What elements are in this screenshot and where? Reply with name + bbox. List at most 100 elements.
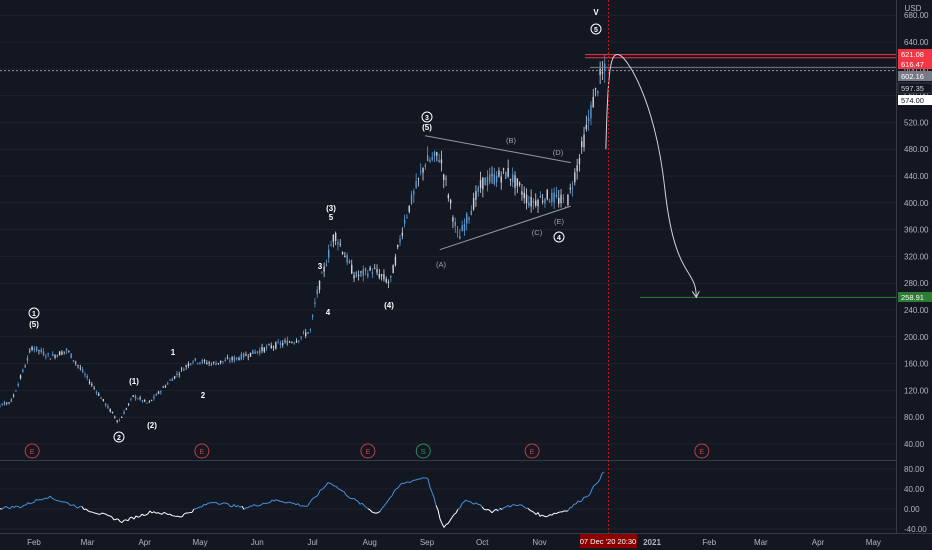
indicator-line-segment — [397, 484, 401, 489]
indicator-line-segment — [37, 499, 41, 501]
event-marker-icon[interactable] — [360, 443, 376, 459]
price-candle-body — [328, 249, 330, 258]
price-candle-body — [164, 385, 167, 388]
price-candle-body — [272, 346, 275, 348]
wave-label: (2) — [147, 421, 157, 430]
price-candle-body — [125, 408, 128, 410]
indicator-line-segment — [183, 512, 187, 515]
indicator-line-segment — [335, 485, 339, 489]
indicator-line-segment — [375, 512, 379, 514]
event-marker-icon[interactable] — [524, 443, 540, 459]
indicator-line-segment — [177, 515, 181, 518]
indicator-line-segment — [575, 500, 579, 505]
indicator-line-segment — [29, 502, 33, 505]
indicator-line-segment — [431, 492, 435, 498]
price-candle-body — [123, 411, 125, 415]
price-candle-body — [210, 363, 213, 366]
price-candle-body — [275, 342, 277, 349]
indicator-line-segment — [143, 514, 147, 517]
indicator-line-segment — [219, 503, 223, 505]
price-candle-body — [346, 254, 348, 263]
price-candle-body — [489, 174, 491, 182]
price-candle-body — [68, 351, 70, 352]
indicator-line-segment — [119, 521, 123, 524]
indicator-line-segment — [243, 507, 247, 510]
price-candle-body — [15, 390, 17, 392]
indicator-line-segment — [0, 508, 3, 510]
price-candle-body — [307, 332, 309, 334]
price-candle-body — [410, 194, 413, 204]
indicator-line-segment — [463, 499, 467, 503]
indicator-line-segment — [387, 497, 391, 501]
price-candle-body — [194, 358, 197, 361]
wave-label: 3 — [425, 115, 429, 122]
indicator-line-segment — [11, 505, 15, 508]
indicator-line-segment — [159, 513, 163, 515]
price-candle-body — [599, 68, 601, 76]
event-marker-icon[interactable] — [415, 443, 431, 459]
price-candle-body — [54, 355, 56, 358]
price-candle-body — [26, 357, 29, 361]
price-candle-body — [31, 346, 33, 351]
price-candle-body — [548, 201, 551, 203]
indicator-pane[interactable] — [0, 468, 896, 530]
indicator-line-segment — [235, 505, 239, 508]
price-candle-body — [426, 155, 429, 162]
price-candle-body — [574, 172, 576, 183]
event-marker-icon[interactable] — [694, 443, 710, 459]
price-candle-body — [571, 187, 574, 189]
indicator-line-segment — [435, 505, 439, 511]
price-candle-body — [502, 168, 505, 170]
price-candle-body — [10, 399, 13, 402]
price-candle-body — [468, 217, 470, 220]
price-candle-body — [3, 401, 6, 406]
price-tag-label: 574.00 — [901, 96, 924, 105]
price-candle-body — [507, 167, 509, 177]
indicator-line-segment — [517, 504, 521, 506]
price-candle-body — [155, 394, 157, 396]
indicator-line-segment — [229, 505, 233, 508]
price-candle-body — [339, 244, 341, 246]
indicator-line-segment — [253, 504, 257, 507]
time-axis[interactable]: Feb Mar Apr May Jun Jul Aug Sep Oct Nov 2021 Feb Mar… — [27, 538, 881, 547]
price-candle-body — [104, 403, 107, 406]
indicator-line-segment — [487, 509, 491, 511]
indicator-line-segment — [343, 491, 347, 496]
indicator-line-segment — [325, 482, 329, 486]
indicator-line-segment — [355, 499, 359, 502]
indicator-line-segment — [297, 503, 301, 507]
indicator-line-segment — [443, 524, 447, 528]
price-candle-body — [286, 340, 289, 346]
time-tick-label: Jun — [251, 538, 264, 547]
price-candle-body — [401, 232, 404, 236]
indicator-line-segment — [557, 511, 561, 514]
price-candle-body — [562, 197, 565, 199]
price-tick-label: 480.00 — [904, 145, 929, 154]
indicator-line-segment — [415, 478, 419, 481]
price-candle-body — [56, 355, 59, 357]
time-tick-label: May — [192, 538, 207, 547]
indicator-line-segment — [567, 507, 571, 512]
indicator-line-segment — [447, 520, 451, 524]
indicator-line-segment — [411, 479, 415, 482]
indicator-line-segment — [395, 487, 399, 490]
price-candle-body — [263, 347, 266, 352]
price-candle-body — [201, 360, 203, 363]
price-candle-body — [371, 272, 374, 274]
price-candle-body — [581, 141, 583, 148]
event-marker-icon[interactable] — [194, 443, 210, 459]
indicator-line-segment — [233, 504, 237, 508]
indicator-line-segment — [337, 488, 341, 490]
price-candle-body — [245, 354, 247, 356]
indicator-axis[interactable]: 80.00 40.00 0.00 -40.00 — [904, 465, 927, 534]
price-candle-body — [81, 369, 84, 372]
price-candle-body — [417, 178, 420, 180]
price-candle-body — [475, 191, 477, 200]
price-candle-body — [187, 363, 190, 366]
wave-label: (3) — [326, 204, 336, 213]
indicator-line-segment — [169, 513, 173, 517]
price-pane[interactable] — [0, 14, 896, 445]
event-marker-icon[interactable] — [24, 443, 40, 459]
